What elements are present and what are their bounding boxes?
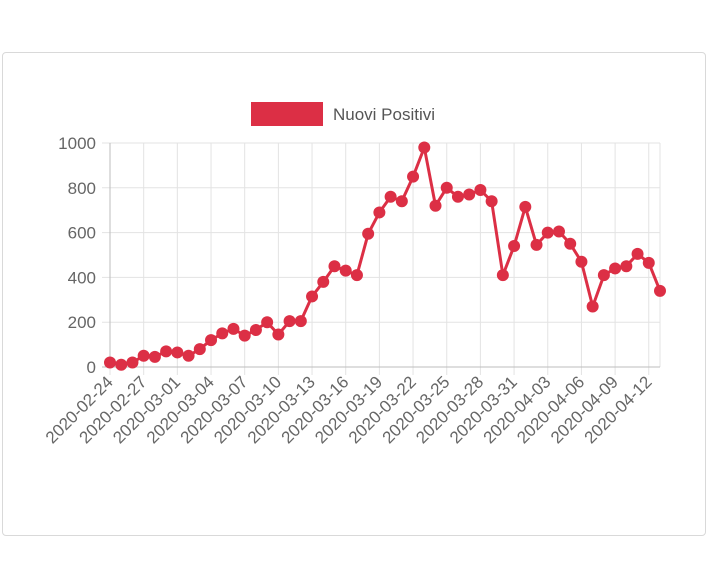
x-axis-tick-labels: 2020-02-242020-02-272020-03-012020-03-04… [42,372,656,447]
axes [109,143,660,368]
data-point[interactable] [485,195,498,208]
data-point[interactable] [373,206,386,219]
legend-label: Nuovi Positivi [333,105,435,124]
data-point[interactable] [317,275,330,288]
data-point[interactable] [440,181,453,194]
data-point[interactable] [238,329,251,342]
series-nuovi-positivi [104,141,666,371]
legend[interactable]: Nuovi Positivi [251,102,435,126]
data-point[interactable] [283,315,296,328]
data-point[interactable] [362,227,375,240]
data-point[interactable] [249,324,262,337]
data-point[interactable] [508,240,521,253]
y-axis-tick-labels: 0 200 400 600 800 1000 [58,134,96,377]
data-point[interactable] [126,356,139,369]
data-point[interactable] [496,269,509,282]
data-point[interactable] [137,349,150,362]
data-point[interactable] [339,264,352,277]
data-point[interactable] [575,255,588,268]
data-point[interactable] [205,334,218,347]
data-point[interactable] [148,350,161,363]
data-point[interactable] [227,322,240,335]
data-point[interactable] [115,358,128,371]
data-point[interactable] [654,284,666,297]
data-point[interactable] [182,349,195,362]
data-point[interactable] [104,356,116,369]
data-point[interactable] [294,315,307,328]
data-point[interactable] [350,269,363,282]
data-point[interactable] [160,345,173,358]
data-point[interactable] [429,199,442,212]
data-point[interactable] [463,188,476,201]
y-tick-label: 800 [68,179,96,198]
y-tick-label: 0 [87,358,96,377]
y-tick-label: 200 [68,313,96,332]
data-point[interactable] [407,170,420,183]
data-point[interactable] [609,262,622,275]
data-point[interactable] [384,190,397,203]
y-tick-label: 1000 [58,134,96,153]
data-point[interactable] [541,226,554,239]
legend-swatch [251,102,323,126]
data-point[interactable] [530,238,543,251]
data-point[interactable] [171,346,184,359]
data-point[interactable] [451,190,464,203]
data-point[interactable] [552,225,565,238]
data-point[interactable] [272,328,285,341]
data-point[interactable] [597,269,610,282]
data-point[interactable] [631,247,644,260]
data-point[interactable] [564,237,577,250]
data-point[interactable] [261,316,274,329]
y-tick-label: 600 [68,224,96,243]
data-point[interactable] [328,260,341,273]
data-point[interactable] [418,141,431,154]
data-point[interactable] [395,195,408,208]
data-point[interactable] [519,200,532,213]
data-point[interactable] [193,343,206,356]
data-point[interactable] [306,290,319,303]
data-point[interactable] [216,327,229,340]
data-point[interactable] [586,300,599,313]
y-tick-label: 400 [68,268,96,287]
data-point[interactable] [642,256,655,269]
data-point[interactable] [474,184,487,197]
series-line [109,146,662,367]
data-point[interactable] [620,260,633,273]
